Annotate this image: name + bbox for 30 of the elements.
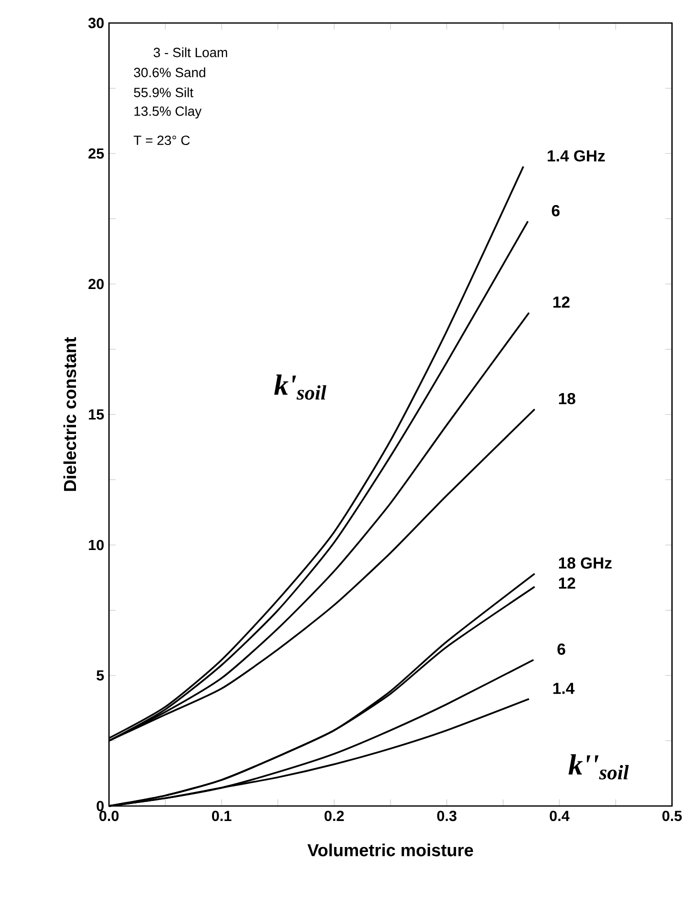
x-tick-label: 0.1 [212,810,232,822]
series-label: 12 [559,577,576,589]
annotation: 55.9% Silt [134,87,194,98]
annotation: 13.5% Clay [134,106,202,119]
series-label: 1.4 [553,682,575,694]
series-label: 1.4 GHz [548,150,605,162]
series-label: 6 [552,205,560,216]
y-tick-label: 25 [88,148,104,159]
y-tick-label: 20 [88,278,104,290]
x-tick-label: 0.4 [550,810,570,822]
y-tick-label: 15 [88,409,104,420]
y-tick-label: 0 [96,800,104,812]
x-tick-label: 0.3 [437,810,456,822]
annotation: T = 23° C [134,136,190,146]
y-tick-label: 10 [88,540,104,550]
series-label: 6 [557,644,566,655]
y-tick-label: 30 [88,18,104,28]
annotation: 3 - Silt Loam [154,47,228,58]
annotation: k'$_{soil}$ [274,374,326,400]
x-tick-label: 0.2 [324,810,344,822]
series-label: 18 [559,392,576,404]
series-label: 12 [553,296,570,308]
x-tick-label: 0.0 [99,810,119,822]
x-tick-label: 0.5 [662,810,682,822]
y-tick-label: 5 [96,670,104,681]
annotation: k''$_{soil}$ [568,754,629,780]
series-label: 18 GHz [559,557,612,569]
x-axis-title: Volumetric moisture [307,844,474,856]
y-axis-title: Dielectric constant [63,337,76,491]
annotation: 30.6% Sand [134,67,206,78]
